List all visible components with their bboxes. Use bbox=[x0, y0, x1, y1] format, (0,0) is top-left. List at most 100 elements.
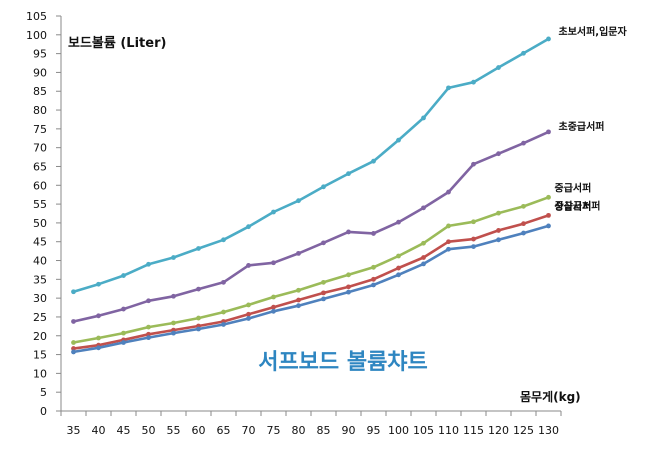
data-point bbox=[321, 184, 326, 190]
x-tick-label: 40 bbox=[92, 424, 106, 437]
data-point bbox=[171, 255, 176, 260]
data-point bbox=[496, 151, 501, 157]
data-point bbox=[346, 289, 351, 295]
x-tick-label: 65 bbox=[217, 424, 231, 437]
x-tick-label: 60 bbox=[192, 424, 206, 437]
data-point bbox=[271, 260, 276, 266]
series-line-2 bbox=[72, 130, 550, 323]
x-tick-label: 125 bbox=[513, 424, 534, 437]
data-point bbox=[146, 324, 151, 330]
data-point bbox=[246, 302, 251, 308]
x-tick-label: 45 bbox=[117, 424, 131, 437]
data-point bbox=[71, 346, 76, 351]
data-point bbox=[521, 221, 526, 227]
data-point bbox=[321, 279, 326, 285]
data-point bbox=[246, 316, 251, 321]
data-point bbox=[171, 320, 176, 326]
y-tick-label: 20 bbox=[33, 330, 47, 343]
x-tick-label: 70 bbox=[242, 424, 256, 437]
data-point bbox=[196, 286, 201, 292]
series-line-4 bbox=[72, 214, 550, 350]
data-point bbox=[371, 231, 376, 236]
data-point bbox=[271, 308, 276, 314]
data-point bbox=[296, 198, 301, 204]
data-point bbox=[446, 85, 451, 91]
data-point bbox=[121, 306, 126, 312]
data-point bbox=[346, 229, 351, 235]
x-tick-label: 75 bbox=[267, 424, 281, 437]
y-tick-label: 90 bbox=[33, 66, 47, 79]
data-point bbox=[146, 331, 151, 337]
x-tick-label: 55 bbox=[167, 424, 181, 437]
data-point bbox=[421, 115, 426, 121]
data-point bbox=[196, 326, 201, 332]
data-point bbox=[546, 129, 551, 135]
x-tick-label: 90 bbox=[342, 424, 356, 437]
y-tick-label: 30 bbox=[33, 292, 47, 305]
data-point bbox=[171, 330, 176, 336]
x-tick-label: 130 bbox=[538, 424, 559, 437]
series-line-5 bbox=[72, 224, 550, 354]
data-point bbox=[371, 276, 376, 282]
data-point bbox=[221, 322, 226, 327]
data-point bbox=[446, 239, 451, 245]
chart-title: 서프보드 볼륨챠트 bbox=[258, 350, 428, 375]
data-point bbox=[296, 303, 301, 309]
data-point bbox=[421, 255, 426, 260]
data-point bbox=[321, 240, 326, 246]
data-point bbox=[71, 340, 76, 345]
data-point bbox=[546, 36, 551, 42]
y-tick-label: 0 bbox=[40, 405, 47, 418]
data-point bbox=[121, 340, 126, 345]
data-point bbox=[496, 65, 501, 70]
data-point bbox=[321, 296, 326, 302]
y-tick-label: 105 bbox=[26, 10, 47, 23]
data-point bbox=[421, 240, 426, 246]
data-point bbox=[471, 219, 476, 225]
data-point bbox=[246, 263, 251, 268]
y-tick-label: 45 bbox=[33, 236, 47, 249]
x-tick-label: 115 bbox=[463, 424, 484, 437]
data-point bbox=[221, 309, 226, 315]
series-label-3: 중급서퍼 bbox=[555, 181, 592, 194]
series-label-2: 초중급서퍼 bbox=[559, 120, 605, 133]
data-point bbox=[521, 230, 526, 236]
series-label-4: 중상급서퍼 bbox=[555, 199, 601, 212]
data-point bbox=[521, 203, 526, 209]
data-point bbox=[121, 330, 126, 336]
data-point bbox=[96, 345, 101, 351]
data-point bbox=[521, 50, 526, 56]
data-point bbox=[496, 228, 501, 233]
y-tick-label: 75 bbox=[33, 123, 47, 136]
y-tick-label: 10 bbox=[33, 367, 47, 380]
data-point bbox=[146, 261, 151, 267]
y-tick-label: 55 bbox=[33, 198, 47, 211]
data-point bbox=[221, 237, 226, 243]
data-point bbox=[196, 315, 201, 321]
x-tick-label: 35 bbox=[67, 424, 81, 437]
data-point bbox=[471, 244, 476, 250]
data-point bbox=[471, 236, 476, 242]
data-point bbox=[271, 294, 276, 300]
x-tick-label: 110 bbox=[438, 424, 459, 437]
x-tick-label: 105 bbox=[413, 424, 434, 437]
x-tick-label: 100 bbox=[388, 424, 409, 437]
data-point bbox=[296, 297, 301, 303]
data-point bbox=[471, 161, 476, 167]
data-point bbox=[546, 223, 551, 229]
y-tick-label: 70 bbox=[33, 142, 47, 155]
data-point bbox=[421, 205, 426, 211]
y-tick-label: 25 bbox=[33, 311, 47, 324]
data-point bbox=[446, 246, 451, 252]
data-point bbox=[371, 264, 376, 270]
data-point bbox=[346, 272, 351, 278]
series-label-5: 상급서퍼 bbox=[555, 200, 592, 213]
data-point bbox=[396, 137, 401, 143]
data-point bbox=[421, 261, 426, 267]
data-point bbox=[221, 279, 226, 285]
data-point bbox=[546, 212, 551, 218]
data-point bbox=[521, 140, 526, 146]
data-point bbox=[171, 293, 176, 299]
data-point bbox=[496, 237, 501, 243]
data-point bbox=[121, 273, 126, 278]
